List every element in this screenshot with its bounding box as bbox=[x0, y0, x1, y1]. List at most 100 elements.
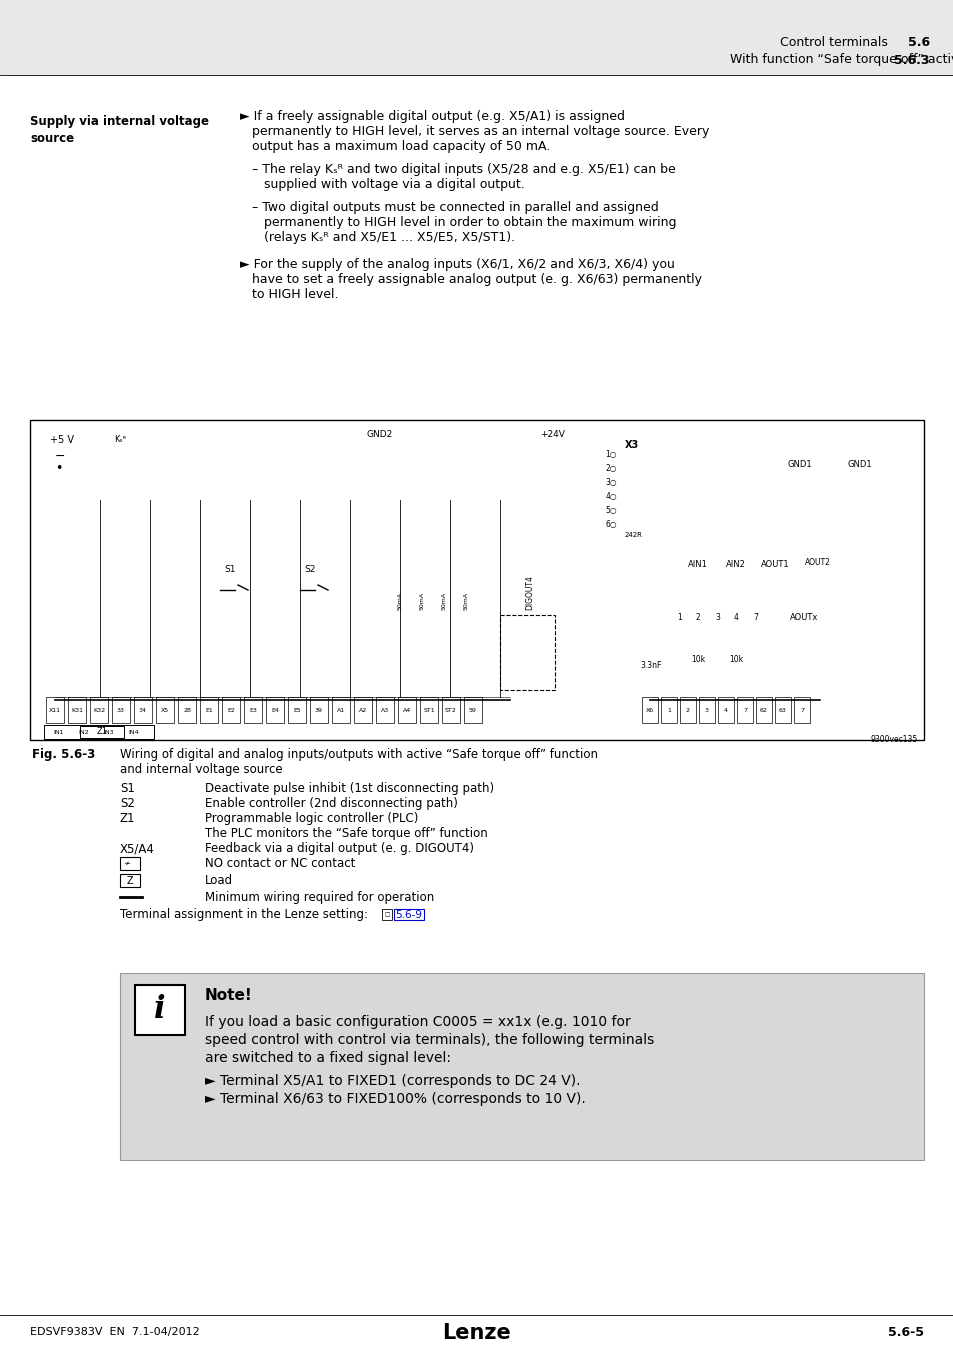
Text: DIGOUT4: DIGOUT4 bbox=[525, 575, 534, 610]
Text: Enable controller (2nd disconnecting path): Enable controller (2nd disconnecting pat… bbox=[205, 796, 457, 810]
Text: A3: A3 bbox=[380, 707, 389, 713]
Text: S2: S2 bbox=[304, 566, 315, 575]
Text: •: • bbox=[55, 462, 62, 475]
Bar bbox=[441, 697, 459, 724]
Text: X5: X5 bbox=[161, 707, 169, 713]
Bar bbox=[156, 697, 173, 724]
Text: NO contact or NC contact: NO contact or NC contact bbox=[205, 857, 355, 869]
Bar bbox=[120, 973, 923, 1160]
Text: – The relay Kₛᴿ and two digital inputs (X5/28 and e.g. X5/E1) can be: – The relay Kₛᴿ and two digital inputs (… bbox=[240, 163, 675, 176]
Text: Deactivate pulse inhibit (1st disconnecting path): Deactivate pulse inhibit (1st disconnect… bbox=[205, 782, 494, 795]
Bar bbox=[90, 697, 108, 724]
Text: ► For the supply of the analog inputs (X6/1, X6/2 and X6/3, X6/4) you: ► For the supply of the analog inputs (X… bbox=[240, 258, 674, 271]
Text: E2: E2 bbox=[227, 707, 234, 713]
Text: Feedback via a digital output (e. g. DIGOUT4): Feedback via a digital output (e. g. DIG… bbox=[205, 842, 474, 855]
Bar bbox=[200, 697, 218, 724]
Text: X6: X6 bbox=[645, 707, 654, 713]
Text: ≁: ≁ bbox=[124, 859, 136, 868]
Text: AOUT1: AOUT1 bbox=[760, 560, 788, 568]
Text: AIN1: AIN1 bbox=[687, 560, 707, 568]
Text: 5.6: 5.6 bbox=[907, 35, 929, 49]
Text: GND2: GND2 bbox=[367, 431, 393, 439]
Text: Supply via internal voltage
source: Supply via internal voltage source bbox=[30, 115, 209, 144]
Text: 2: 2 bbox=[685, 707, 689, 713]
Text: 63: 63 bbox=[779, 707, 786, 713]
Text: 3: 3 bbox=[715, 613, 720, 622]
Text: X3: X3 bbox=[624, 440, 639, 450]
Text: IN4: IN4 bbox=[129, 729, 139, 734]
Text: 3.3nF: 3.3nF bbox=[639, 660, 660, 670]
Text: 5.6-9: 5.6-9 bbox=[395, 910, 422, 919]
Text: 4: 4 bbox=[733, 613, 738, 622]
Bar bbox=[135, 986, 185, 1035]
Text: X5/A4: X5/A4 bbox=[120, 842, 154, 855]
Bar bbox=[641, 697, 658, 724]
Bar bbox=[44, 725, 153, 738]
Text: E3: E3 bbox=[249, 707, 256, 713]
Text: If you load a basic configuration C0005 = xx1x (e.g. 1010 for: If you load a basic configuration C0005 … bbox=[205, 1015, 630, 1029]
Text: 59: 59 bbox=[469, 707, 476, 713]
Text: 34: 34 bbox=[139, 707, 147, 713]
Text: 4○: 4○ bbox=[605, 493, 617, 501]
Text: 1: 1 bbox=[677, 613, 681, 622]
Text: +5 V: +5 V bbox=[50, 435, 74, 446]
Bar bbox=[679, 697, 696, 724]
Text: 10k: 10k bbox=[690, 656, 704, 664]
Text: 7: 7 bbox=[753, 613, 758, 622]
Text: supplied with voltage via a digital output.: supplied with voltage via a digital outp… bbox=[240, 178, 524, 190]
Text: S1: S1 bbox=[224, 566, 235, 575]
Text: Fig. 5.6-3: Fig. 5.6-3 bbox=[32, 748, 95, 761]
Text: 9300vec135: 9300vec135 bbox=[870, 734, 917, 744]
Text: A1: A1 bbox=[336, 707, 345, 713]
Text: 1○: 1○ bbox=[605, 451, 617, 459]
Text: 4: 4 bbox=[723, 707, 727, 713]
Text: – Two digital outputs must be connected in parallel and assigned: – Two digital outputs must be connected … bbox=[240, 201, 659, 215]
Text: 6○: 6○ bbox=[605, 521, 617, 529]
Text: S1: S1 bbox=[120, 782, 134, 795]
Text: S2: S2 bbox=[120, 796, 134, 810]
Bar bbox=[68, 697, 86, 724]
Text: 3○: 3○ bbox=[605, 478, 617, 487]
Text: 33: 33 bbox=[117, 707, 125, 713]
Bar bbox=[394, 909, 423, 919]
Bar bbox=[755, 697, 771, 724]
Text: and internal voltage source: and internal voltage source bbox=[120, 763, 282, 776]
Bar bbox=[737, 697, 752, 724]
Bar bbox=[499, 616, 555, 690]
Bar bbox=[660, 697, 677, 724]
Text: i: i bbox=[154, 995, 166, 1026]
Text: 1: 1 bbox=[666, 707, 670, 713]
Bar bbox=[0, 0, 953, 76]
Bar bbox=[699, 697, 714, 724]
Text: X11: X11 bbox=[49, 707, 61, 713]
Text: ST1: ST1 bbox=[423, 707, 435, 713]
Text: IN1: IN1 bbox=[53, 729, 64, 734]
Bar bbox=[463, 697, 481, 724]
Text: Load: Load bbox=[205, 873, 233, 887]
Text: 7: 7 bbox=[800, 707, 803, 713]
Bar bbox=[718, 697, 733, 724]
Bar bbox=[112, 697, 130, 724]
Text: K31: K31 bbox=[71, 707, 83, 713]
Text: ST2: ST2 bbox=[445, 707, 456, 713]
Text: GND1: GND1 bbox=[847, 460, 871, 468]
Text: to HIGH level.: to HIGH level. bbox=[240, 288, 338, 301]
Text: AOUT2: AOUT2 bbox=[804, 558, 830, 567]
Text: 62: 62 bbox=[760, 707, 767, 713]
Text: Kₛᴿ: Kₛᴿ bbox=[113, 435, 126, 444]
Text: 50mA: 50mA bbox=[441, 591, 446, 610]
Bar bbox=[375, 697, 394, 724]
Bar bbox=[222, 697, 240, 724]
Text: Wiring of digital and analog inputs/outputs with active “Safe torque off” functi: Wiring of digital and analog inputs/outp… bbox=[120, 748, 598, 761]
Bar bbox=[774, 697, 790, 724]
Bar bbox=[46, 697, 64, 724]
Text: EDSVF9383V  EN  7.1-04/2012: EDSVF9383V EN 7.1-04/2012 bbox=[30, 1327, 199, 1336]
Text: output has a maximum load capacity of 50 mA.: output has a maximum load capacity of 50… bbox=[240, 140, 550, 153]
Text: Minimum wiring required for operation: Minimum wiring required for operation bbox=[205, 891, 434, 904]
Text: Control terminals: Control terminals bbox=[780, 35, 887, 49]
Bar bbox=[266, 697, 284, 724]
Text: Terminal assignment in the Lenze setting:: Terminal assignment in the Lenze setting… bbox=[120, 909, 368, 921]
Text: are switched to a fixed signal level:: are switched to a fixed signal level: bbox=[205, 1052, 451, 1065]
Text: 7: 7 bbox=[742, 707, 746, 713]
Text: GND1: GND1 bbox=[787, 460, 811, 468]
